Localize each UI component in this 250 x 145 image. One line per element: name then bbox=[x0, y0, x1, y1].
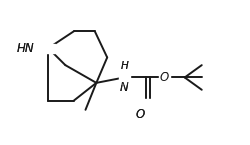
Bar bbox=[119, 70, 130, 84]
Text: O: O bbox=[160, 71, 169, 84]
Text: H: H bbox=[120, 60, 128, 70]
Text: N: N bbox=[120, 80, 128, 94]
Bar bbox=[159, 73, 170, 82]
Text: HN: HN bbox=[17, 42, 34, 55]
Text: HN: HN bbox=[17, 42, 34, 55]
Text: H: H bbox=[120, 60, 128, 70]
Text: O: O bbox=[160, 71, 169, 84]
Bar bbox=[41, 44, 55, 53]
Text: O: O bbox=[135, 108, 144, 121]
Text: N: N bbox=[120, 80, 128, 94]
Bar bbox=[140, 99, 151, 108]
Text: O: O bbox=[135, 108, 144, 121]
